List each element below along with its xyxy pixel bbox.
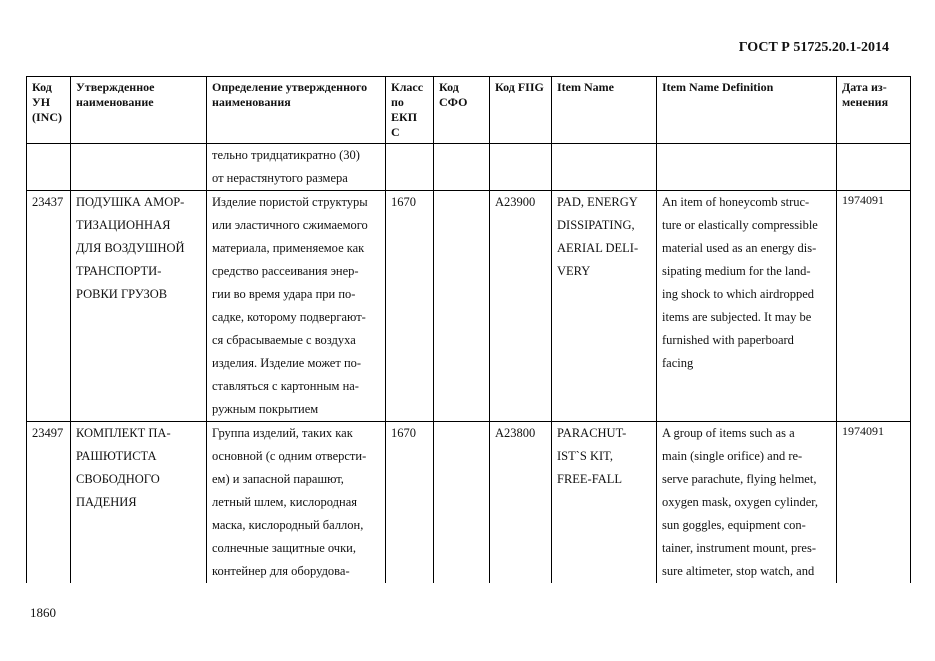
cell-definition: Группа изделий, таких как основной (с одн… [206,421,386,583]
cell-line: основной (с одним отверсти- [212,449,367,463]
cell-line: ем) и запасной парашют, [212,472,344,486]
column-header: Определение утвержденного наименования [206,76,386,144]
cell-inc: 23497 [26,421,71,583]
cell-line: DISSIPATING, [557,218,635,232]
cell-line: ся сбрасываемые с воздуха [212,333,356,347]
cell-item-name: PAD, ENERGY DISSIPATING, AERIAL DELI- VERY [551,190,657,422]
cell-line: КОМПЛЕКТ ПА- [76,426,171,440]
cell-class: 1670 [385,421,434,583]
cell-line: от нерастянутого размера [212,171,348,185]
column-header: Код УН (INC) [26,76,71,144]
cell-item-definition: An item of honeycomb struc-ture or elast… [656,190,837,422]
column-header: Дата из-менения [836,76,911,144]
table-row: 23497 КОМПЛЕКТ ПА- РАШЮТИСТА СВОБОДНОГО ПАДЕ… [26,421,911,583]
cell-name: ПОДУШКА АМОР- ТИЗАЦИОННАЯ ДЛЯ ВОЗДУШНОЙ ТРА… [70,190,207,422]
cell-definition: тельно тридцатикратно (30) от нерастянуто… [206,143,386,191]
cell-line: солнечные защитные очки, [212,541,356,555]
cell-line: летный шлем, кислородная [212,495,358,509]
cell-line: PAD, ENERGY [557,195,638,209]
cell-inc: 23437 [26,190,71,422]
cell-line: РОВКИ ГРУЗОВ [76,287,168,301]
cell-line: serve parachute, flying helmet, [662,472,817,486]
cell-sfo [433,421,490,583]
cell-name: КОМПЛЕКТ ПА- РАШЮТИСТА СВОБОДНОГО ПАДЕНИЯ [70,421,207,583]
cell-line: ing shock to which airdropped [662,287,815,301]
cell-item-name: PARACHUT- IST`S KIT, FREE-FALL [551,421,657,583]
cell-line: sun goggles, equipment con- [662,518,806,532]
cell-line: маска, кислородный баллон, [212,518,364,532]
cell-name [70,143,207,191]
cell-line: ПОДУШКА АМОР- [76,195,185,209]
cell-line: facing [662,356,694,370]
column-header: Item Name [551,76,657,144]
cell-line: tainer, instrument mount, pres- [662,541,816,555]
cell-date [836,143,911,191]
cell-date: 1974091 [836,421,911,583]
cell-line: ТИЗАЦИОННАЯ [76,218,171,232]
cell-line: FREE-FALL [557,472,623,486]
cell-line: гии во время удара при по- [212,287,356,301]
cell-line: или эластичного сжимаемого [212,218,368,232]
cell-line: items are subjected. It may be [662,310,812,324]
cell-line: Группа изделий, таких как [212,426,353,440]
cell-sfo [433,190,490,422]
cell-line: ружным покрытием [212,402,319,416]
cell-line: садке, которому подвергают- [212,310,366,324]
page-number: 1860 [30,605,56,620]
cell-line: oxygen mask, oxygen cylinder, [662,495,819,509]
cell-line: средство рассеивания энер- [212,264,359,278]
document-title: ГОСТ Р 51725.20.1-2014 [738,40,889,55]
cell-item-definition: A group of items such as a main (single o… [656,421,837,583]
cell-line: изделия. Изделие может по- [212,356,362,370]
cell-line: материала, применяемое как [212,241,365,255]
column-header: Код СФО [433,76,490,144]
column-header: Утвержденное наименование [70,76,207,144]
cell-line: material used as an energy dis- [662,241,817,255]
cell-class [385,143,434,191]
cell-line: контейнер для оборудова- [212,564,350,578]
cell-item-name [551,143,657,191]
table-header: Код УН (INC) Утвержденное наименование Опр… [26,76,911,144]
cell-date: 1974091 [836,190,911,422]
cell-line: ТРАНСПОРТИ- [76,264,162,278]
cell-fiig: A23900 [489,190,552,422]
cell-line: ПАДЕНИЯ [76,495,137,509]
items-table: Код УН (INC) Утвержденное наименование Опр… [26,76,911,583]
cell-line: VERY [557,264,591,278]
cell-line: sipating medium for the land- [662,264,811,278]
cell-line: СВОБОДНОГО [76,472,160,486]
cell-line: IST`S KIT, [557,449,614,463]
cell-line: sure altimeter, stop watch, and [662,564,815,578]
cell-line: main (single orifice) and re- [662,449,803,463]
cell-line: РАШЮТИСТА [76,449,157,463]
column-header: Класс по ЕКП С [385,76,434,144]
cell-line: ДЛЯ ВОЗДУШНОЙ [76,241,185,255]
cell-inc [26,143,71,191]
cell-line: PARACHUT- [557,426,627,440]
cell-line: AERIAL DELI- [557,241,639,255]
column-header: Код FIIG [489,76,552,144]
cell-line: тельно тридцатикратно (30) [212,148,360,162]
cell-item-definition [656,143,837,191]
column-header: Item Name Definition [656,76,837,144]
table-row: 23437 ПОДУШКА АМОР- ТИЗАЦИОННАЯ ДЛЯ ВОЗДУШН… [26,190,911,422]
cell-line: furnished with paperboard [662,333,794,347]
cell-fiig: A23800 [489,421,552,583]
cell-line: ставляться с картонным на- [212,379,359,393]
cell-line: Изделие пористой структуры [212,195,368,209]
cell-definition: Изделие пористой структуры или эластичног… [206,190,386,422]
cell-line: A group of items such as a [662,426,795,440]
cell-line: ture or elastically compressible [662,218,818,232]
table-row: тельно тридцатикратно (30) от нерастянуто… [26,143,911,191]
cell-line: An item of honeycomb struc- [662,195,810,209]
cell-class: 1670 [385,190,434,422]
cell-sfo [433,143,490,191]
cell-fiig [489,143,552,191]
